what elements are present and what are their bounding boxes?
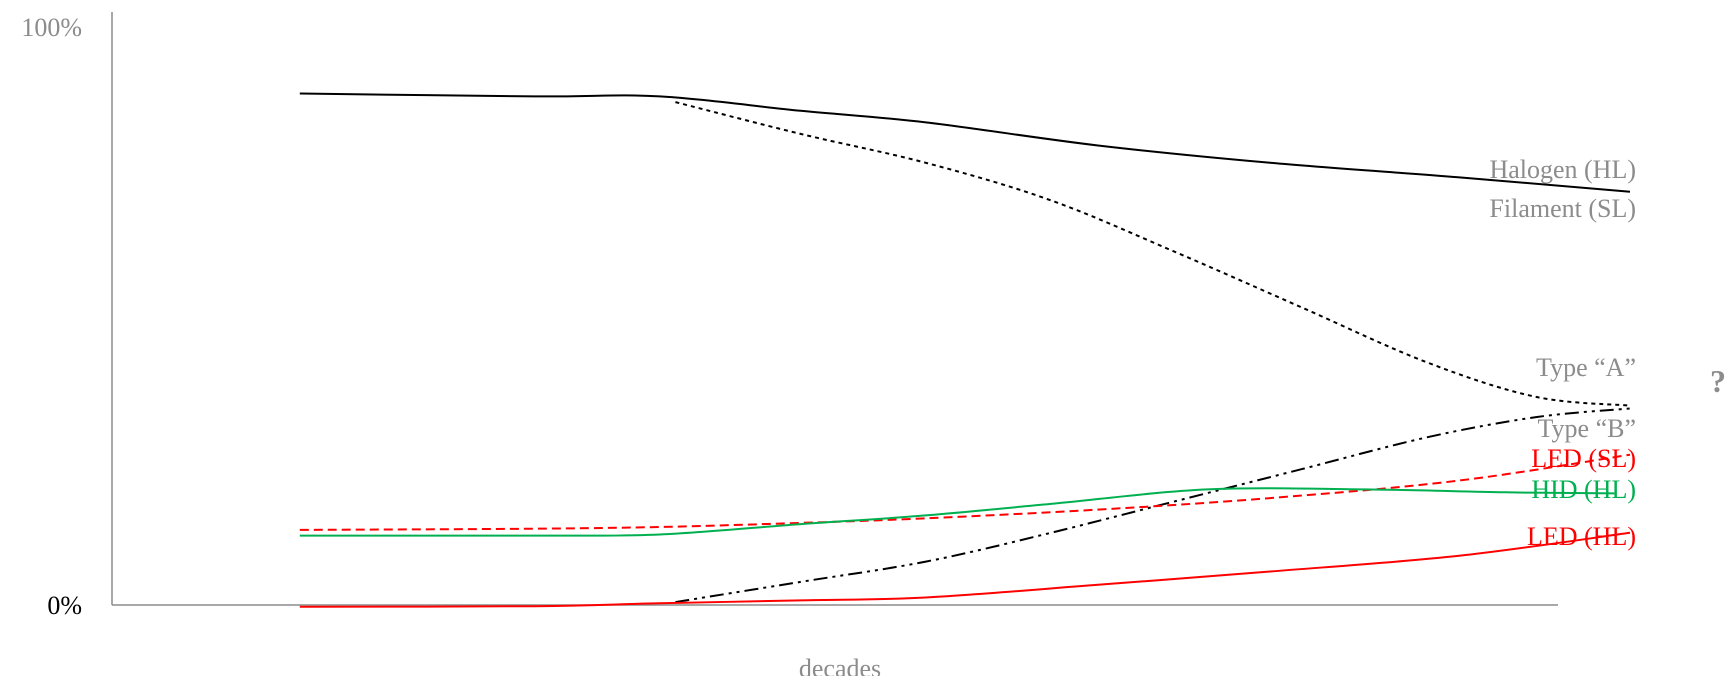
series-label-filament: Filament (SL) bbox=[1489, 194, 1636, 223]
series-label-led-sl: LED (SL) bbox=[1531, 444, 1636, 473]
series-label-hid: HID (HL) bbox=[1531, 475, 1636, 504]
series-line-led-hl bbox=[299, 531, 1631, 608]
series-line-halogen bbox=[299, 92, 1631, 193]
series-line-type-b bbox=[675, 407, 1631, 604]
series-label-type-a: Type “A” bbox=[1536, 353, 1636, 382]
series-line-hid bbox=[299, 487, 1615, 537]
series-labels: Halogen (HL) Filament (SL) Type “A” Type “B… bbox=[1489, 155, 1636, 551]
series-label-type-b: Type “B” bbox=[1537, 414, 1636, 443]
series-label-halogen: Halogen (HL) bbox=[1489, 155, 1636, 184]
y-tick-labels: 0% 100% bbox=[21, 13, 82, 620]
series-line-filament bbox=[675, 101, 1631, 407]
series-lines bbox=[299, 92, 1631, 608]
y-tick-label: 0% bbox=[47, 591, 82, 620]
series-line-led-sl bbox=[299, 453, 1631, 531]
x-axis-title: decades bbox=[799, 654, 881, 676]
series-label-led-hl: LED (HL) bbox=[1527, 522, 1636, 551]
y-tick-label: 100% bbox=[21, 13, 82, 42]
question-mark-annotation: ? bbox=[1710, 363, 1726, 399]
